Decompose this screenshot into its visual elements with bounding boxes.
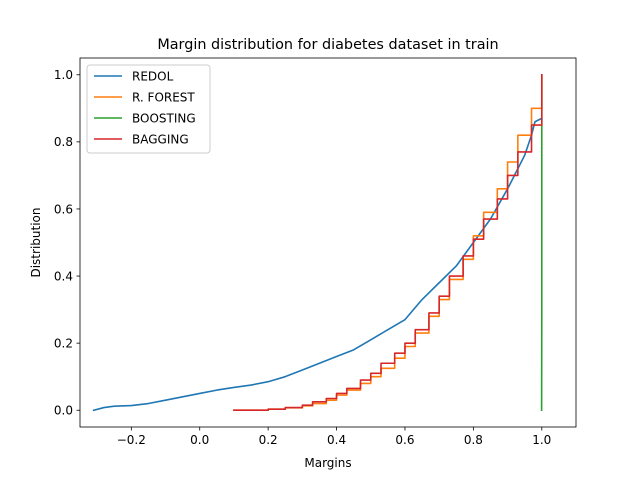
legend-label: BAGGING — [132, 132, 189, 146]
legend-box — [86, 64, 211, 154]
series-line-redol — [92, 117, 543, 412]
legend-label: R. FOREST — [132, 90, 195, 104]
x-tick-label: −0.2 — [117, 433, 146, 447]
axes-frame — [79, 57, 577, 428]
plot-area — [92, 73, 543, 412]
x-axis: −0.2 0.0 0.2 0.4 0.6 0.8 1.0 — [117, 427, 551, 447]
y-tick-label: 0.2 — [54, 336, 73, 350]
legend-label: BOOSTING — [132, 111, 196, 125]
x-tick-label: 0.0 — [190, 433, 209, 447]
legend-label: REDOL — [132, 69, 174, 83]
y-tick-label: 0.8 — [54, 135, 73, 149]
y-axis-label: Distribution — [29, 207, 43, 277]
x-axis-label: Margins — [304, 456, 351, 470]
y-tick-label: 0.4 — [54, 269, 73, 283]
x-tick-label: 0.2 — [259, 433, 278, 447]
series-line-bagging — [233, 73, 543, 412]
y-tick-label: 1.0 — [54, 68, 73, 82]
y-tick-label: 0.6 — [54, 202, 73, 216]
legend: REDOL R. FOREST BOOSTING BAGGING — [86, 64, 211, 154]
x-tick-label: 1.0 — [532, 433, 551, 447]
x-tick-label: 0.4 — [327, 433, 346, 447]
y-axis: 0.0 0.2 0.4 0.6 0.8 1.0 — [54, 68, 80, 418]
y-tick-label: 0.0 — [54, 404, 73, 418]
x-tick-label: 0.8 — [464, 433, 483, 447]
chart-title: Margin distribution for diabetes dataset… — [157, 37, 498, 53]
x-tick-label: 0.6 — [395, 433, 414, 447]
